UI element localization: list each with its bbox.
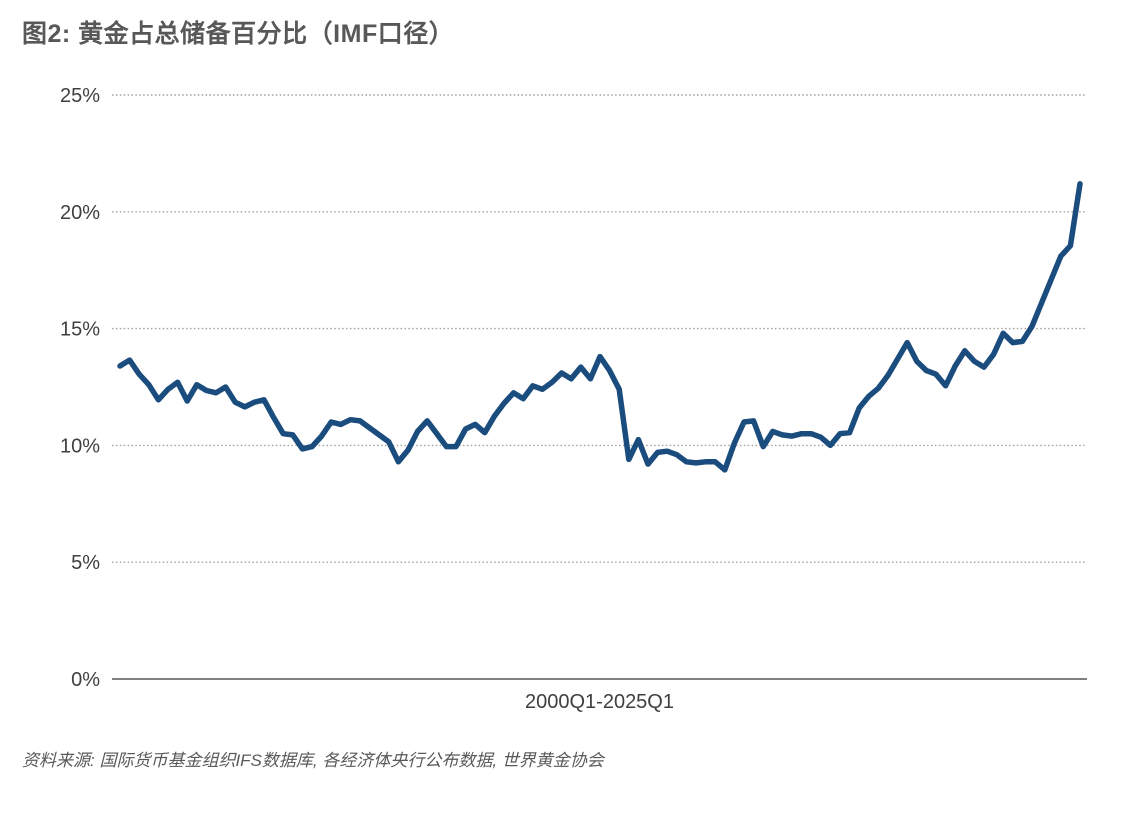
chart-title: 图2: 黄金占总储备百分比（IMF口径） [22,20,455,48]
x-axis-label: 2000Q1-2025Q1 [524,691,674,713]
data-line [117,181,1083,473]
y-tick-label: 5% [71,552,100,574]
y-tick-label: 15% [60,319,100,341]
source-note: 资料来源: 国际货币基金组织IFS数据库, 各经济体央行公布数据, 世界黄金协会 [22,751,604,770]
y-tick-label: 10% [60,435,100,457]
y-tick-label: 0% [71,669,100,691]
y-tick-label: 20% [60,202,100,224]
y-tick-label: 25% [60,85,100,107]
